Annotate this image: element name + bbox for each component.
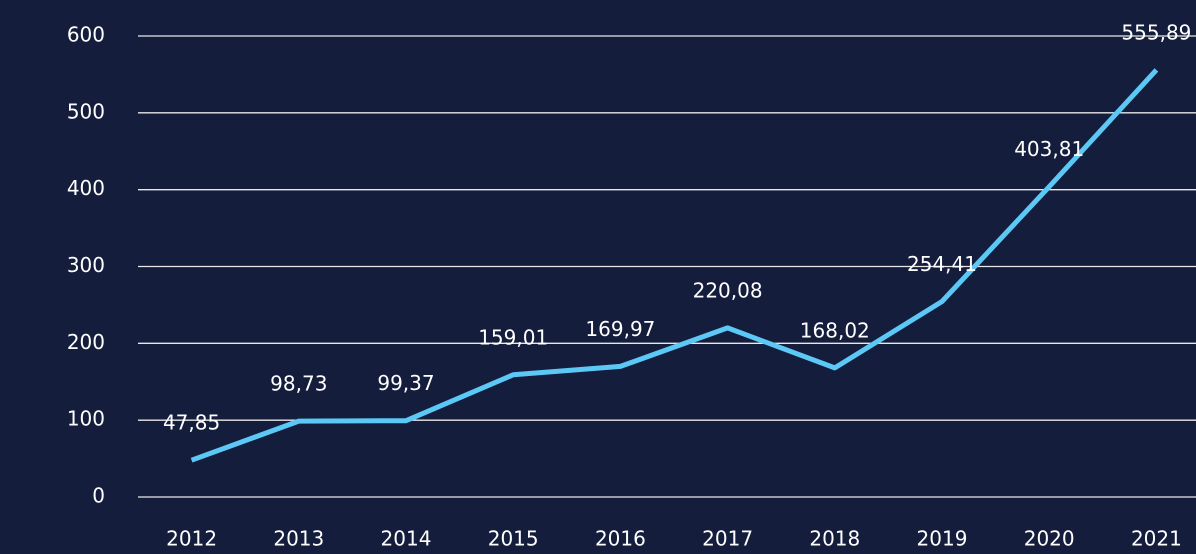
x-tick-label: 2018 [809,527,860,551]
data-label: 169,97 [585,317,655,341]
data-label: 98,73 [270,372,327,396]
x-tick-label: 2013 [273,527,324,551]
y-tick-label: 600 [67,23,105,47]
y-tick-label: 0 [92,484,105,508]
y-tick-label: 100 [67,407,105,431]
y-tick-label: 400 [67,176,105,200]
y-tick-label: 300 [67,253,105,277]
y-tick-label: 200 [67,330,105,354]
data-label: 254,41 [907,252,977,276]
x-tick-label: 2016 [595,527,646,551]
x-tick-label: 2012 [166,527,217,551]
line [190,68,1159,463]
data-label: 47,85 [163,411,220,435]
x-tick-label: 2021 [1131,527,1182,551]
y-tick-label: 500 [67,99,105,123]
data-label: 555,89 [1121,20,1191,44]
data-label: 159,01 [478,325,548,349]
x-tick-label: 2020 [1024,527,1075,551]
data-label: 403,81 [1014,137,1084,161]
x-tick-label: 2015 [488,527,539,551]
x-tick-label: 2019 [917,527,968,551]
x-tick-label: 2014 [381,527,432,551]
x-tick-label: 2017 [702,527,753,551]
data-label: 99,37 [377,371,434,395]
data-label: 220,08 [693,278,763,302]
data-label: 168,02 [800,318,870,342]
